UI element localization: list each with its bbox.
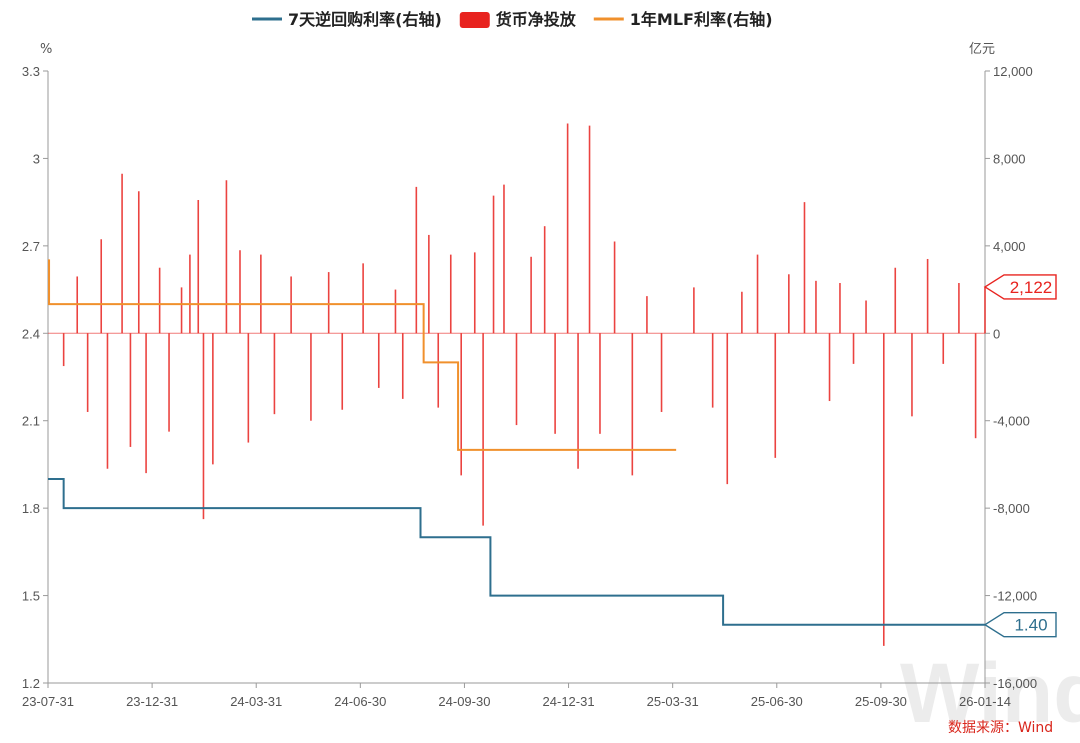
mlf-rate-line: [48, 259, 677, 451]
x-axis: 23-07-31 23-12-31 24-03-31 24-06-30 24-09-30…: [22, 682, 1011, 709]
right-axis-tick-label: -12,000: [993, 589, 1037, 604]
legend-label: 货币净投放: [496, 10, 577, 29]
callouts: 2,122 1.40: [983, 274, 1057, 638]
right-axis-unit: 亿元: [969, 42, 995, 57]
source-note: 数据来源：Wind: [948, 720, 1053, 736]
legend-label: 1年MLF利率(右轴): [630, 10, 773, 29]
right-axis-tick-label: 4,000: [993, 239, 1026, 254]
legend-swatch: [459, 12, 490, 28]
legend-item-1: 货币净投放: [459, 10, 577, 29]
right-axis-tick-label: 12,000: [993, 64, 1033, 79]
x-axis-tick-label: 24-12-31: [543, 694, 595, 709]
right-axis-tick-label: -4,000: [993, 414, 1030, 429]
right-axis-tick-label: 0: [993, 326, 1000, 341]
reverse-repo-callout: 1.40: [983, 612, 1057, 638]
legend-item-0: 7天逆回购利率(右轴): [252, 10, 442, 29]
x-axis-tick-label: 24-06-30: [334, 694, 386, 709]
x-axis-tick-label: 23-12-31: [126, 694, 178, 709]
left-axis-tick-label: 1.5: [22, 589, 40, 604]
right-axis-tick-label: -16,000: [993, 676, 1037, 691]
left-axis-tick-label: 3.3: [22, 64, 40, 79]
rate-lines: [48, 259, 985, 626]
reverse-repo-callout-label: 1.40: [1014, 616, 1047, 635]
legend-label: 7天逆回购利率(右轴): [288, 10, 442, 29]
net-injection-callout-label: 2,122: [1010, 278, 1053, 297]
left-axis: 3.3 3 2.7 2.4 2.1 1.8 1.5 1.2: [22, 64, 49, 691]
x-axis-tick-label: 25-06-30: [751, 694, 803, 709]
x-axis-tick-label: 24-03-31: [230, 694, 282, 709]
reverse-repo-rate-line: [48, 478, 985, 626]
x-axis-tick-label: 24-09-30: [438, 694, 490, 709]
right-axis-tick-label: 8,000: [993, 151, 1026, 166]
left-axis-tick-label: 3: [33, 151, 40, 166]
x-axis-tick-label: 25-09-30: [855, 694, 907, 709]
net-injection-bars: [48, 123, 986, 646]
net-injection-callout-box: [983, 274, 1057, 300]
left-axis-tick-label: 1.2: [22, 676, 40, 691]
legend: 7天逆回购利率(右轴) 货币净投放 1年MLF利率(右轴): [252, 10, 773, 29]
left-axis-unit: %: [40, 42, 52, 57]
left-axis-tick-label: 2.1: [22, 414, 40, 429]
watermark: Wind: [900, 646, 1080, 740]
x-axis-tick-label: 25-03-31: [647, 694, 699, 709]
net-injection-callout: 2,122: [983, 274, 1057, 300]
x-axis-tick-label: 26-01-14: [959, 694, 1011, 709]
reverse-repo-callout-box: [983, 612, 1057, 638]
x-axis-tick-label: 23-07-31: [22, 694, 74, 709]
right-axis: 12,000 8,000 4,000 0 -4,000 -8,000 -12,000 -16,…: [984, 64, 1037, 691]
left-axis-tick-label: 2.4: [22, 326, 40, 341]
legend-item-2: 1年MLF利率(右轴): [593, 10, 773, 29]
left-axis-tick-label: 2.7: [22, 239, 40, 254]
left-axis-tick-label: 1.8: [22, 501, 40, 516]
right-axis-tick-label: -8,000: [993, 501, 1030, 516]
